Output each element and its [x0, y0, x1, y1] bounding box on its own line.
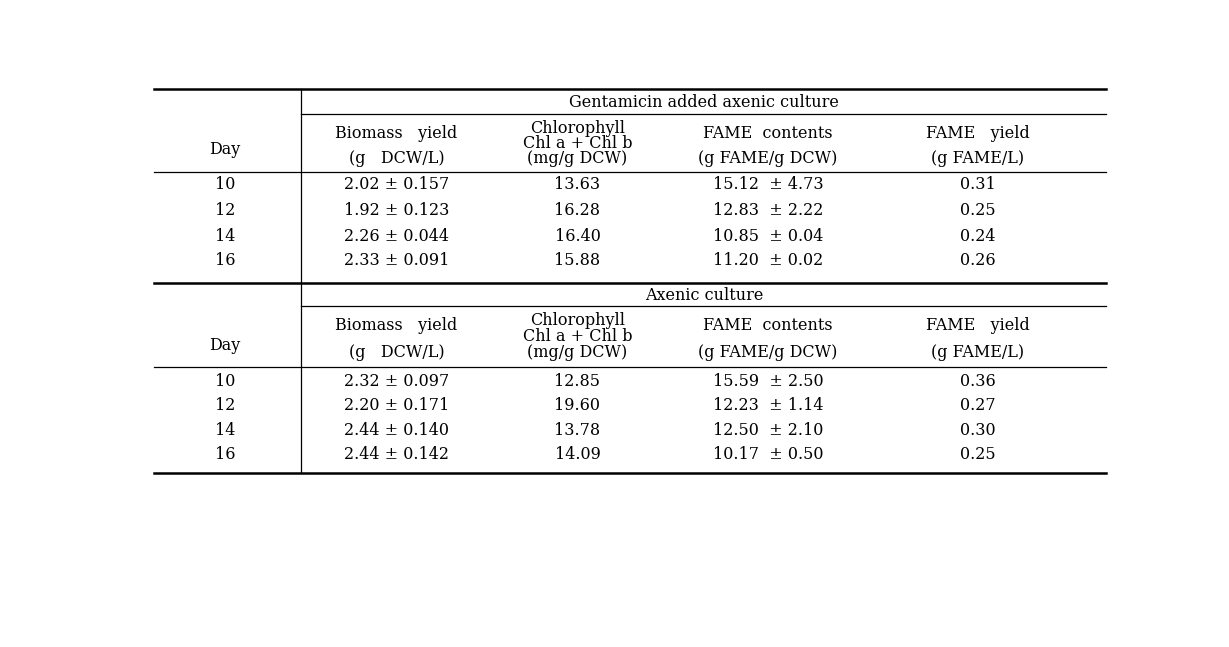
Text: Biomass   yield: Biomass yield — [336, 317, 457, 334]
Text: 2.02 ± 0.157: 2.02 ± 0.157 — [344, 176, 449, 193]
Text: 11.20  ± 0.02: 11.20 ± 0.02 — [713, 252, 823, 269]
Text: Chlorophyll: Chlorophyll — [530, 120, 626, 137]
Text: Chl a + Chl b: Chl a + Chl b — [522, 327, 632, 345]
Text: Day: Day — [209, 142, 241, 159]
Text: 14: 14 — [215, 422, 235, 439]
Text: (g FAME/g DCW): (g FAME/g DCW) — [698, 344, 838, 360]
Text: 2.33 ± 0.091: 2.33 ± 0.091 — [344, 252, 449, 269]
Text: 15.59  ± 2.50: 15.59 ± 2.50 — [713, 373, 823, 389]
Text: 0.25: 0.25 — [960, 202, 995, 219]
Text: 0.30: 0.30 — [960, 422, 995, 439]
Text: 10.17  ± 0.50: 10.17 ± 0.50 — [713, 446, 823, 463]
Text: 15.88: 15.88 — [554, 252, 601, 269]
Text: 0.25: 0.25 — [960, 446, 995, 463]
Text: FAME  contents: FAME contents — [703, 126, 833, 142]
Text: 14.09: 14.09 — [554, 446, 601, 463]
Text: 12.83  ± 2.22: 12.83 ± 2.22 — [713, 202, 823, 219]
Text: 2.32 ± 0.097: 2.32 ± 0.097 — [344, 373, 449, 389]
Text: 10: 10 — [215, 176, 235, 193]
Text: 12.23  ± 1.14: 12.23 ± 1.14 — [713, 397, 823, 415]
Text: 0.36: 0.36 — [960, 373, 995, 389]
Text: 0.31: 0.31 — [960, 176, 995, 193]
Text: (g FAME/L): (g FAME/L) — [930, 344, 1024, 360]
Text: 0.24: 0.24 — [960, 228, 995, 245]
Text: (g FAME/L): (g FAME/L) — [930, 150, 1024, 167]
Text: 0.27: 0.27 — [960, 397, 995, 415]
Text: 16.40: 16.40 — [554, 228, 601, 245]
Text: 16.28: 16.28 — [554, 202, 601, 219]
Text: FAME   yield: FAME yield — [925, 317, 1030, 334]
Text: (mg/g DCW): (mg/g DCW) — [527, 344, 628, 360]
Text: Chl a + Chl b: Chl a + Chl b — [522, 135, 632, 152]
Text: 12: 12 — [215, 202, 235, 219]
Text: (g FAME/g DCW): (g FAME/g DCW) — [698, 150, 838, 167]
Text: Axenic culture: Axenic culture — [645, 287, 763, 304]
Text: 2.44 ± 0.140: 2.44 ± 0.140 — [344, 422, 449, 439]
Text: 14: 14 — [215, 228, 235, 245]
Text: 2.26 ± 0.044: 2.26 ± 0.044 — [344, 228, 449, 245]
Text: 13.63: 13.63 — [554, 176, 601, 193]
Text: Gentamicin added axenic culture: Gentamicin added axenic culture — [569, 94, 839, 111]
Text: 13.78: 13.78 — [554, 422, 601, 439]
Text: (g   DCW/L): (g DCW/L) — [349, 150, 445, 167]
Text: 19.60: 19.60 — [554, 397, 601, 415]
Text: 0.26: 0.26 — [960, 252, 995, 269]
Text: Day: Day — [209, 337, 241, 354]
Text: 10.85  ± 0.04: 10.85 ± 0.04 — [713, 228, 823, 245]
Text: (mg/g DCW): (mg/g DCW) — [527, 150, 628, 167]
Text: (g   DCW/L): (g DCW/L) — [349, 344, 445, 360]
Text: 12.85: 12.85 — [554, 373, 601, 389]
Text: 15.12  ± 4.73: 15.12 ± 4.73 — [713, 176, 823, 193]
Text: 12: 12 — [215, 397, 235, 415]
Text: FAME  contents: FAME contents — [703, 317, 833, 334]
Text: 1.92 ± 0.123: 1.92 ± 0.123 — [344, 202, 449, 219]
Text: Biomass   yield: Biomass yield — [336, 126, 457, 142]
Text: 10: 10 — [215, 373, 235, 389]
Text: 2.20 ± 0.171: 2.20 ± 0.171 — [344, 397, 449, 415]
Text: 16: 16 — [215, 446, 235, 463]
Text: 16: 16 — [215, 252, 235, 269]
Text: FAME   yield: FAME yield — [925, 126, 1030, 142]
Text: Chlorophyll: Chlorophyll — [530, 313, 626, 329]
Text: 2.44 ± 0.142: 2.44 ± 0.142 — [344, 446, 449, 463]
Text: 12.50  ± 2.10: 12.50 ± 2.10 — [713, 422, 823, 439]
